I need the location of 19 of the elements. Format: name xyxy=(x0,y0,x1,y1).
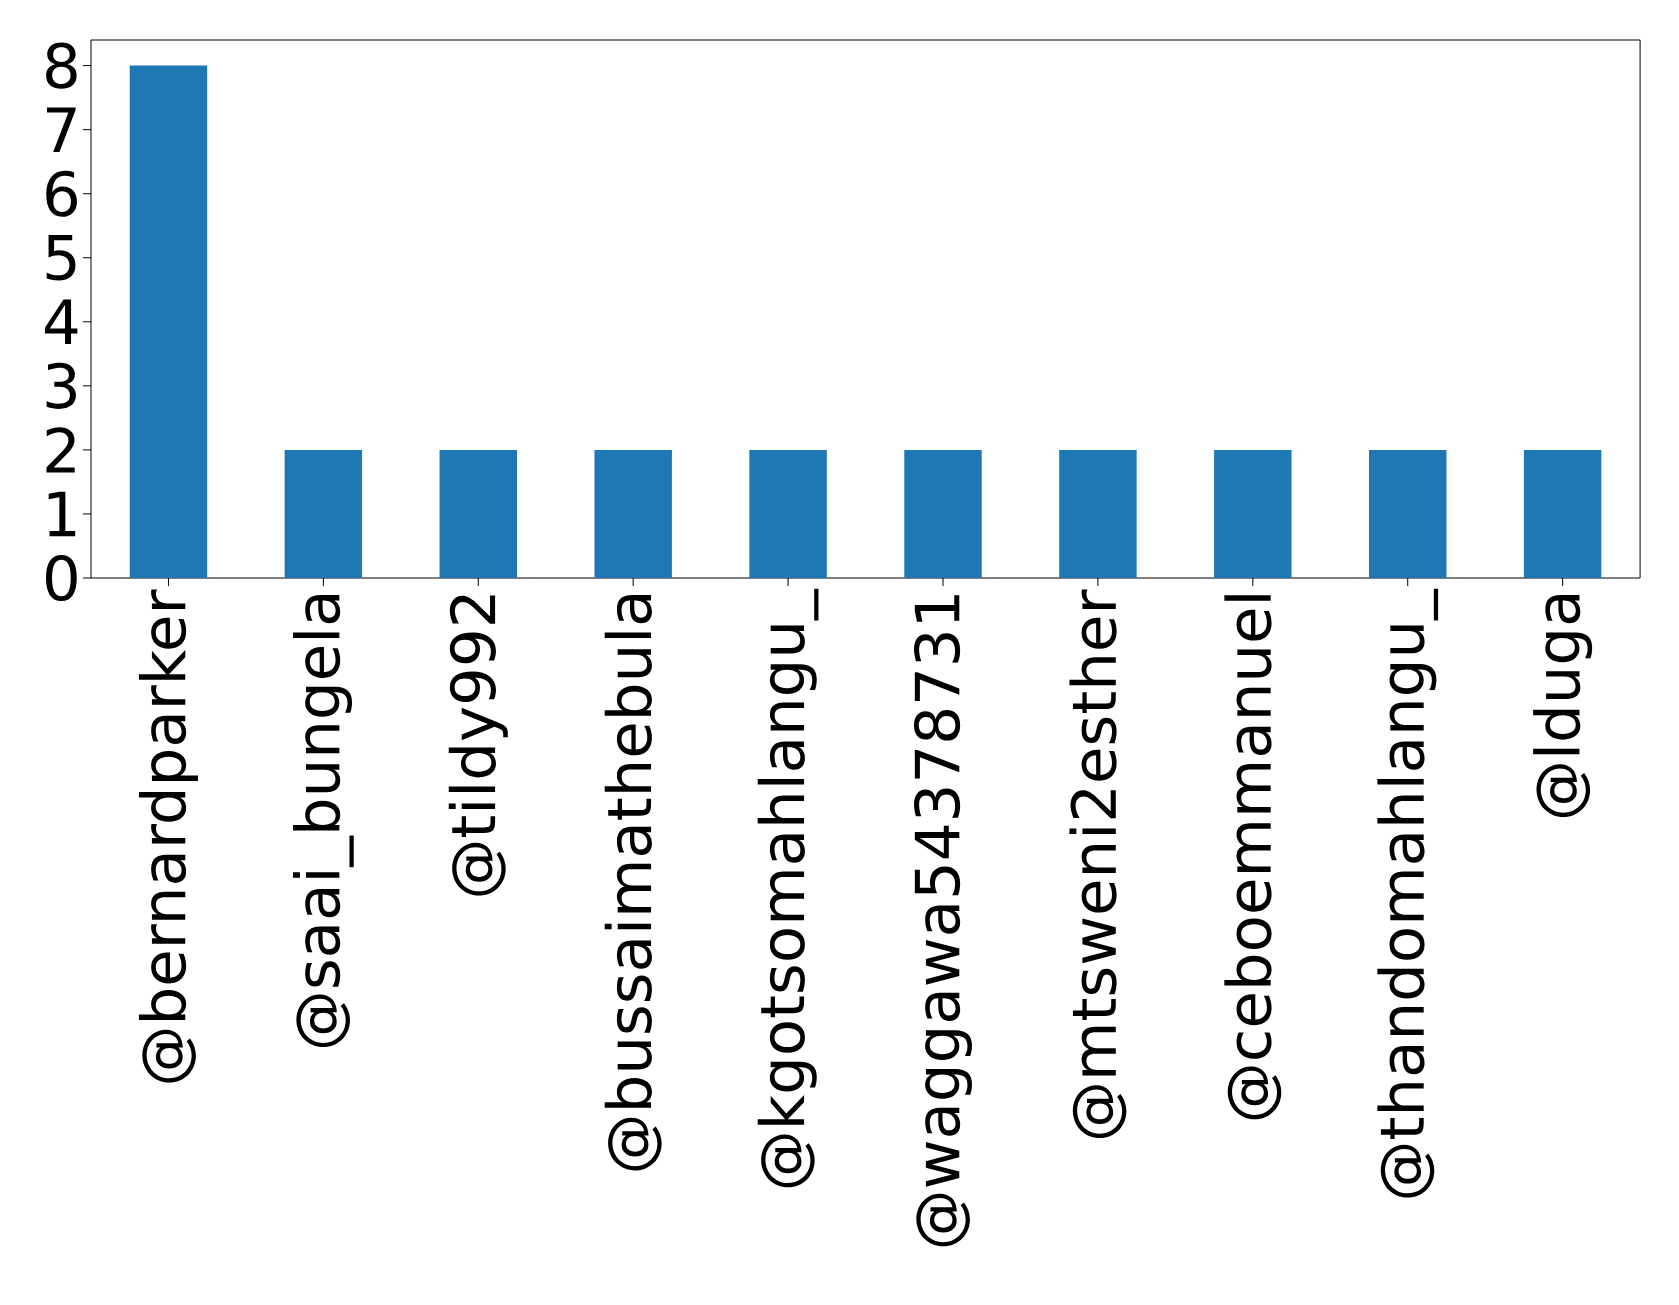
x-tick-label: @mtsweni2esther xyxy=(1069,589,1127,1138)
x-tick-label: @bernardparker xyxy=(138,589,198,1083)
y-tick-label: 8 xyxy=(46,42,77,89)
x-tick-label: @waggawa54378731 xyxy=(914,595,972,1247)
y-tick-label: 6 xyxy=(46,170,77,217)
x-tick-label: @lduga xyxy=(1533,595,1593,817)
x-tick-label: @thandomahlangu_ xyxy=(1377,588,1439,1198)
x-tick-label: @bussaimathebula xyxy=(604,594,662,1171)
x-tick-label: @ceboemmanuel xyxy=(1224,595,1282,1120)
y-tick-label: 3 xyxy=(46,362,76,409)
y-tick-label: 2 xyxy=(46,427,75,473)
x-tick-label: @kgotsomahlangu_ xyxy=(757,588,819,1188)
y-tick-label: 5 xyxy=(46,235,76,281)
y-tick-label: 0 xyxy=(46,554,77,602)
x-tick-label: @tildy992 xyxy=(448,595,508,896)
y-tick-label: 4 xyxy=(44,299,78,345)
x-tick-label: @saai_bungela xyxy=(293,594,354,1048)
y-tick-label: 1 xyxy=(48,491,76,537)
y-tick-label: 7 xyxy=(46,107,76,152)
